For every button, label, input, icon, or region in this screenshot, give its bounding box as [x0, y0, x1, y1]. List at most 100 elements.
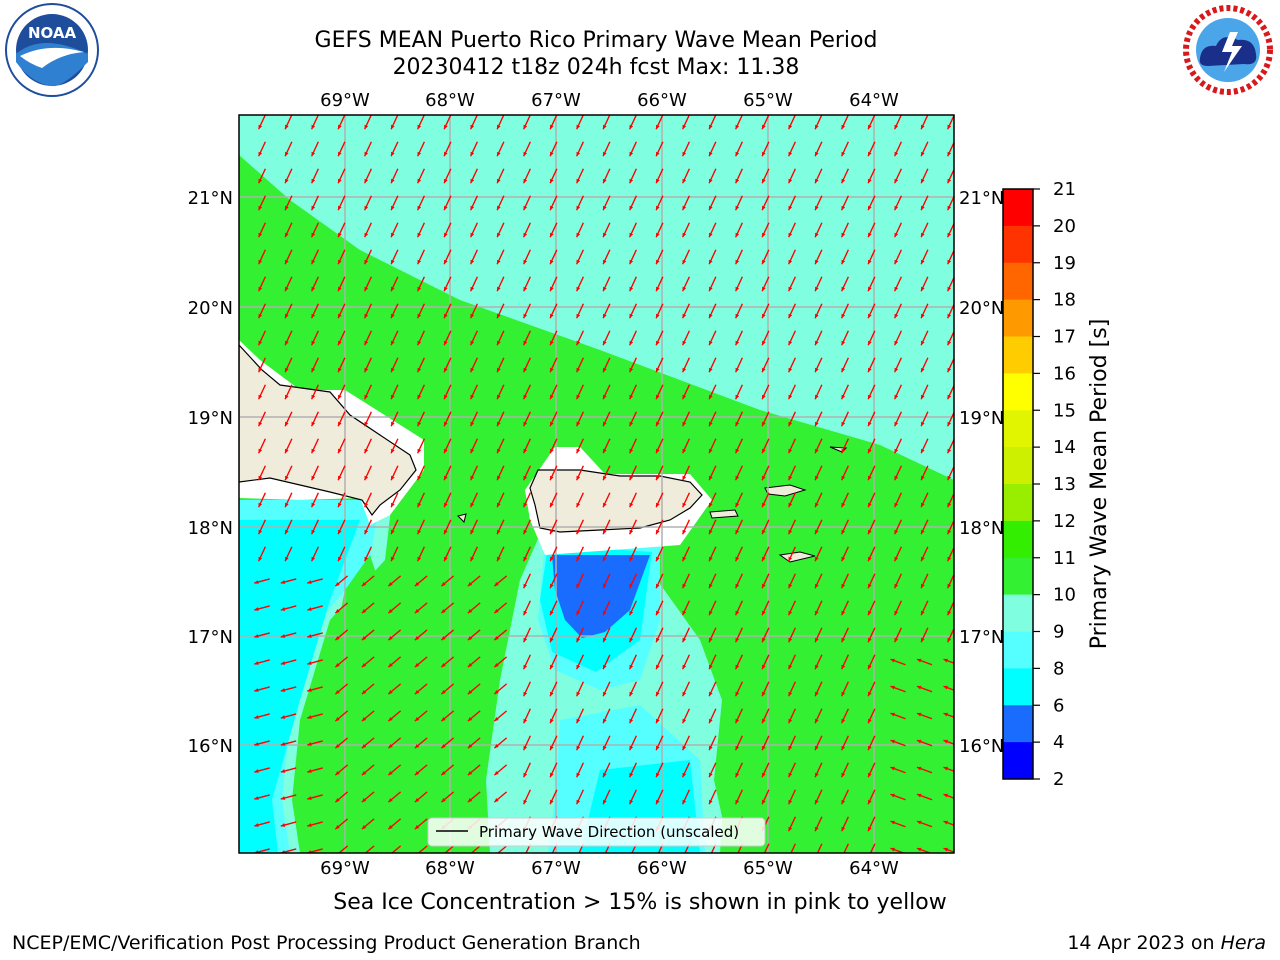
- wave-arrow: [916, 658, 933, 666]
- wave-arrow: [310, 249, 320, 265]
- noaa-logo-text: NOAA: [28, 24, 77, 42]
- wave-arrow: [493, 791, 508, 803]
- wave-arrow: [549, 627, 558, 643]
- wave-arrow: [443, 195, 452, 211]
- colorbar-swatch: [1003, 189, 1033, 227]
- wave-arrow: [416, 115, 426, 130]
- wave-arrow: [867, 222, 876, 238]
- wave-arrow: [602, 249, 611, 265]
- wave-arrow: [814, 681, 823, 697]
- wave-arrow: [787, 789, 797, 805]
- wave-arrow: [681, 249, 691, 265]
- wave-arrow: [814, 276, 823, 292]
- wave-arrow: [390, 115, 399, 130]
- wave-arrow: [257, 411, 267, 427]
- colorbar-swatch: [1003, 742, 1033, 780]
- wave-arrow: [761, 492, 770, 508]
- wave-arrow: [734, 195, 744, 211]
- wave-arrow: [496, 303, 505, 319]
- wave-arrow: [602, 330, 611, 346]
- wave-arrow: [254, 578, 270, 584]
- wave-arrow: [840, 168, 850, 184]
- wave-arrow: [655, 438, 664, 454]
- wave-arrow: [681, 303, 691, 319]
- wave-arrow: [284, 384, 293, 400]
- colorbar-swatch: [1003, 557, 1033, 596]
- wave-arrow: [708, 762, 717, 778]
- wave-arrow: [893, 357, 903, 373]
- wave-arrow: [787, 762, 797, 778]
- wave-arrow: [787, 627, 797, 643]
- wave-arrow: [655, 141, 664, 157]
- wave-arrow: [280, 632, 297, 638]
- wave-arrow: [602, 465, 611, 481]
- wave-arrow: [414, 602, 428, 614]
- lon-label-top: 66°W: [637, 90, 687, 111]
- wave-arrow: [602, 303, 611, 319]
- wave-arrow: [307, 794, 323, 800]
- wave-arrow: [628, 357, 638, 373]
- wave-arrow: [414, 737, 428, 749]
- wave-arrow: [443, 411, 452, 427]
- colorbar-swatch: [1003, 631, 1033, 669]
- wave-arrow: [628, 681, 638, 697]
- wave-arrow: [575, 249, 585, 265]
- wave-arrow: [467, 791, 481, 803]
- wave-arrow: [893, 573, 903, 589]
- wave-arrow: [920, 384, 929, 400]
- wave-arrow: [549, 708, 558, 724]
- wave-arrow: [549, 276, 558, 292]
- map-legend: Primary Wave Direction (unscaled): [427, 817, 766, 847]
- lat-label-right: 16°N: [959, 736, 1004, 757]
- wave-arrow: [602, 735, 611, 751]
- wave-arrow: [787, 546, 797, 562]
- wave-arrow: [575, 276, 585, 292]
- wave-arrow: [840, 762, 850, 778]
- wave-arrow: [628, 735, 638, 751]
- wave-arrow: [334, 764, 349, 776]
- wave-arrow: [363, 168, 373, 184]
- wave-arrow: [257, 168, 267, 184]
- wave-arrow: [363, 411, 373, 427]
- wave-arrow: [522, 546, 532, 562]
- wave-arrow: [734, 222, 744, 238]
- wave-arrow: [787, 411, 797, 427]
- wave-arrow: [840, 519, 850, 535]
- wave-arrow: [814, 789, 823, 805]
- colorbar-tick-label: 14: [1053, 437, 1076, 458]
- wave-arrow: [890, 712, 906, 720]
- wave-arrow: [575, 654, 585, 670]
- wave-arrow: [284, 519, 293, 535]
- wave-arrow: [867, 654, 876, 670]
- wave-arrow: [522, 141, 532, 157]
- wave-arrow: [496, 519, 505, 535]
- wave-arrow: [361, 683, 375, 695]
- wave-arrow: [387, 737, 402, 749]
- wave-arrow: [522, 411, 532, 427]
- wave-arrow: [254, 686, 270, 692]
- wave-arrow: [920, 492, 929, 508]
- wave-arrow: [628, 546, 638, 562]
- wave-arrow: [257, 357, 267, 373]
- wave-arrow: [440, 602, 455, 614]
- lat-label-right: 18°N: [959, 518, 1004, 539]
- wave-arrow: [334, 737, 349, 749]
- lat-label-right: 21°N: [959, 188, 1004, 209]
- wave-arrow: [549, 789, 558, 805]
- wave-arrow: [655, 168, 664, 184]
- wave-arrow: [867, 600, 876, 616]
- wave-arrow: [787, 168, 797, 184]
- wave-arrow: [575, 789, 585, 805]
- wave-arrow: [920, 627, 929, 643]
- wave-arrow: [655, 411, 664, 427]
- wave-arrow: [337, 438, 346, 454]
- wave-arrow: [549, 573, 558, 589]
- wave-arrow: [575, 573, 585, 589]
- wave-arrow: [840, 249, 850, 265]
- wave-arrow: [628, 438, 638, 454]
- wave-arrow: [549, 195, 558, 211]
- wave-arrow: [522, 708, 532, 724]
- wave-arrow: [602, 411, 611, 427]
- wave-arrow: [867, 438, 876, 454]
- wave-arrow: [440, 683, 455, 695]
